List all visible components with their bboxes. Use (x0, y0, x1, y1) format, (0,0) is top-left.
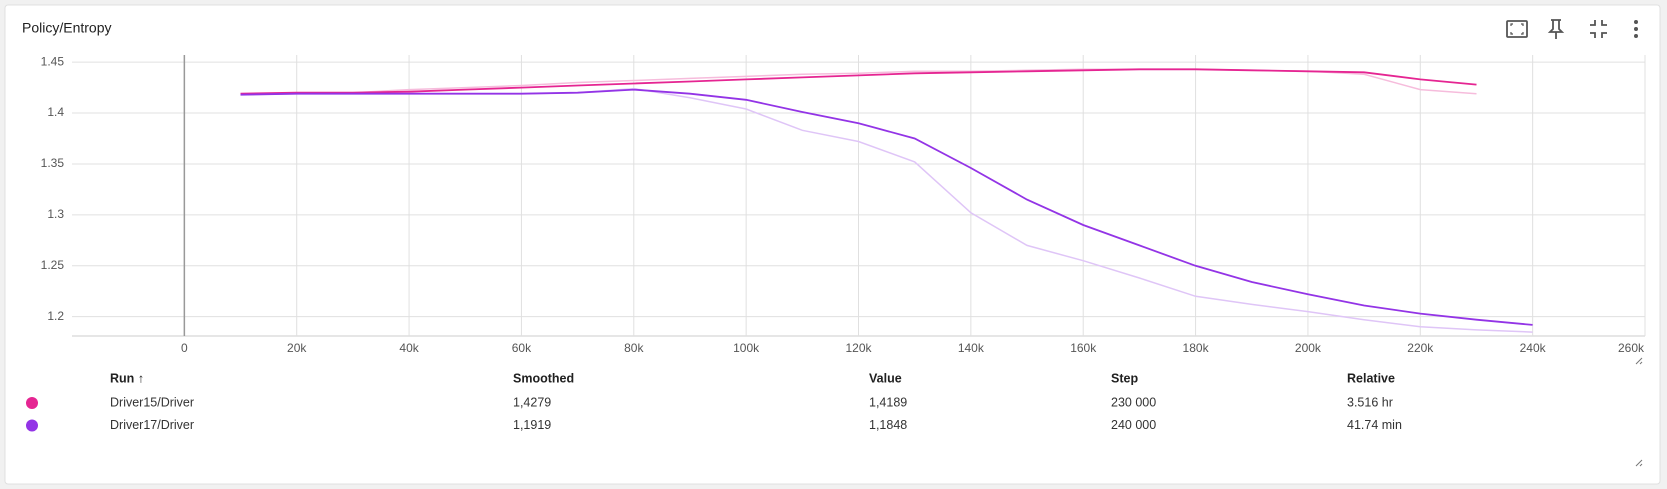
run-color-dot (26, 419, 38, 432)
y-tick-label: 1.3 (47, 207, 64, 221)
x-tick-label: 220k (1407, 341, 1434, 355)
x-tick-label: 120k (845, 341, 872, 355)
column-header: Step (1111, 371, 1138, 385)
table-cell: 240 000 (1111, 418, 1156, 432)
run-name: Driver17/Driver (110, 418, 194, 432)
x-tick-label: 260k (1618, 341, 1645, 355)
y-tick-label: 1.4 (47, 105, 64, 119)
table-cell: 1,1848 (869, 418, 907, 432)
smoothed-line (240, 88, 1533, 326)
more-button[interactable] (1634, 20, 1638, 38)
smoothed-line (240, 68, 1477, 95)
run-color-dot (26, 397, 38, 409)
pin-button[interactable] (1547, 19, 1565, 39)
x-tick-label: 80k (624, 341, 644, 355)
x-tick-label: 200k (1295, 341, 1322, 355)
y-tick-label: 1.35 (41, 156, 65, 170)
x-tick-label: 240k (1520, 341, 1547, 355)
x-tick-label: 140k (958, 341, 985, 355)
table-cell: 3.516 hr (1347, 395, 1393, 409)
x-tick-label: 0 (181, 341, 188, 355)
collapse-button[interactable] (1590, 20, 1607, 38)
x-tick-label: 180k (1183, 341, 1210, 355)
run-name: Driver15/Driver (110, 395, 194, 409)
x-tick-label: 100k (733, 341, 760, 355)
column-header: Value (869, 371, 902, 385)
card-background (4, 4, 1661, 485)
y-tick-label: 1.45 (41, 54, 65, 68)
x-tick-label: 20k (287, 341, 307, 355)
column-header: Smoothed (513, 371, 574, 385)
y-tick-label: 1.25 (41, 258, 65, 272)
table-cell: 1,4189 (869, 395, 907, 409)
x-tick-label: 60k (512, 341, 532, 355)
table-cell: 1,1919 (513, 418, 551, 432)
x-tick-label: 40k (399, 341, 419, 355)
fit-domain-button[interactable] (1506, 20, 1528, 38)
y-tick-label: 1.2 (47, 309, 64, 323)
table-cell: 1,4279 (513, 395, 551, 409)
column-header: Run ↑ (110, 371, 144, 385)
resize-handle (1635, 357, 1643, 467)
legend-table: Run ↑ Smoothed Value Step Relative Driver15/D… (26, 371, 1402, 432)
table-cell: 41.74 min (1347, 418, 1402, 432)
column-header: Relative (1347, 371, 1395, 385)
table-cell: 230 000 (1111, 395, 1156, 409)
toolbar (1506, 19, 1638, 39)
chart-title: Policy/Entropy (22, 20, 111, 36)
plot: 1.2 1.25 1.3 1.35 1.4 1.45 0 20k 40k 60k 80k 100k 12… (41, 54, 1646, 355)
x-tick-label: 160k (1070, 341, 1097, 355)
